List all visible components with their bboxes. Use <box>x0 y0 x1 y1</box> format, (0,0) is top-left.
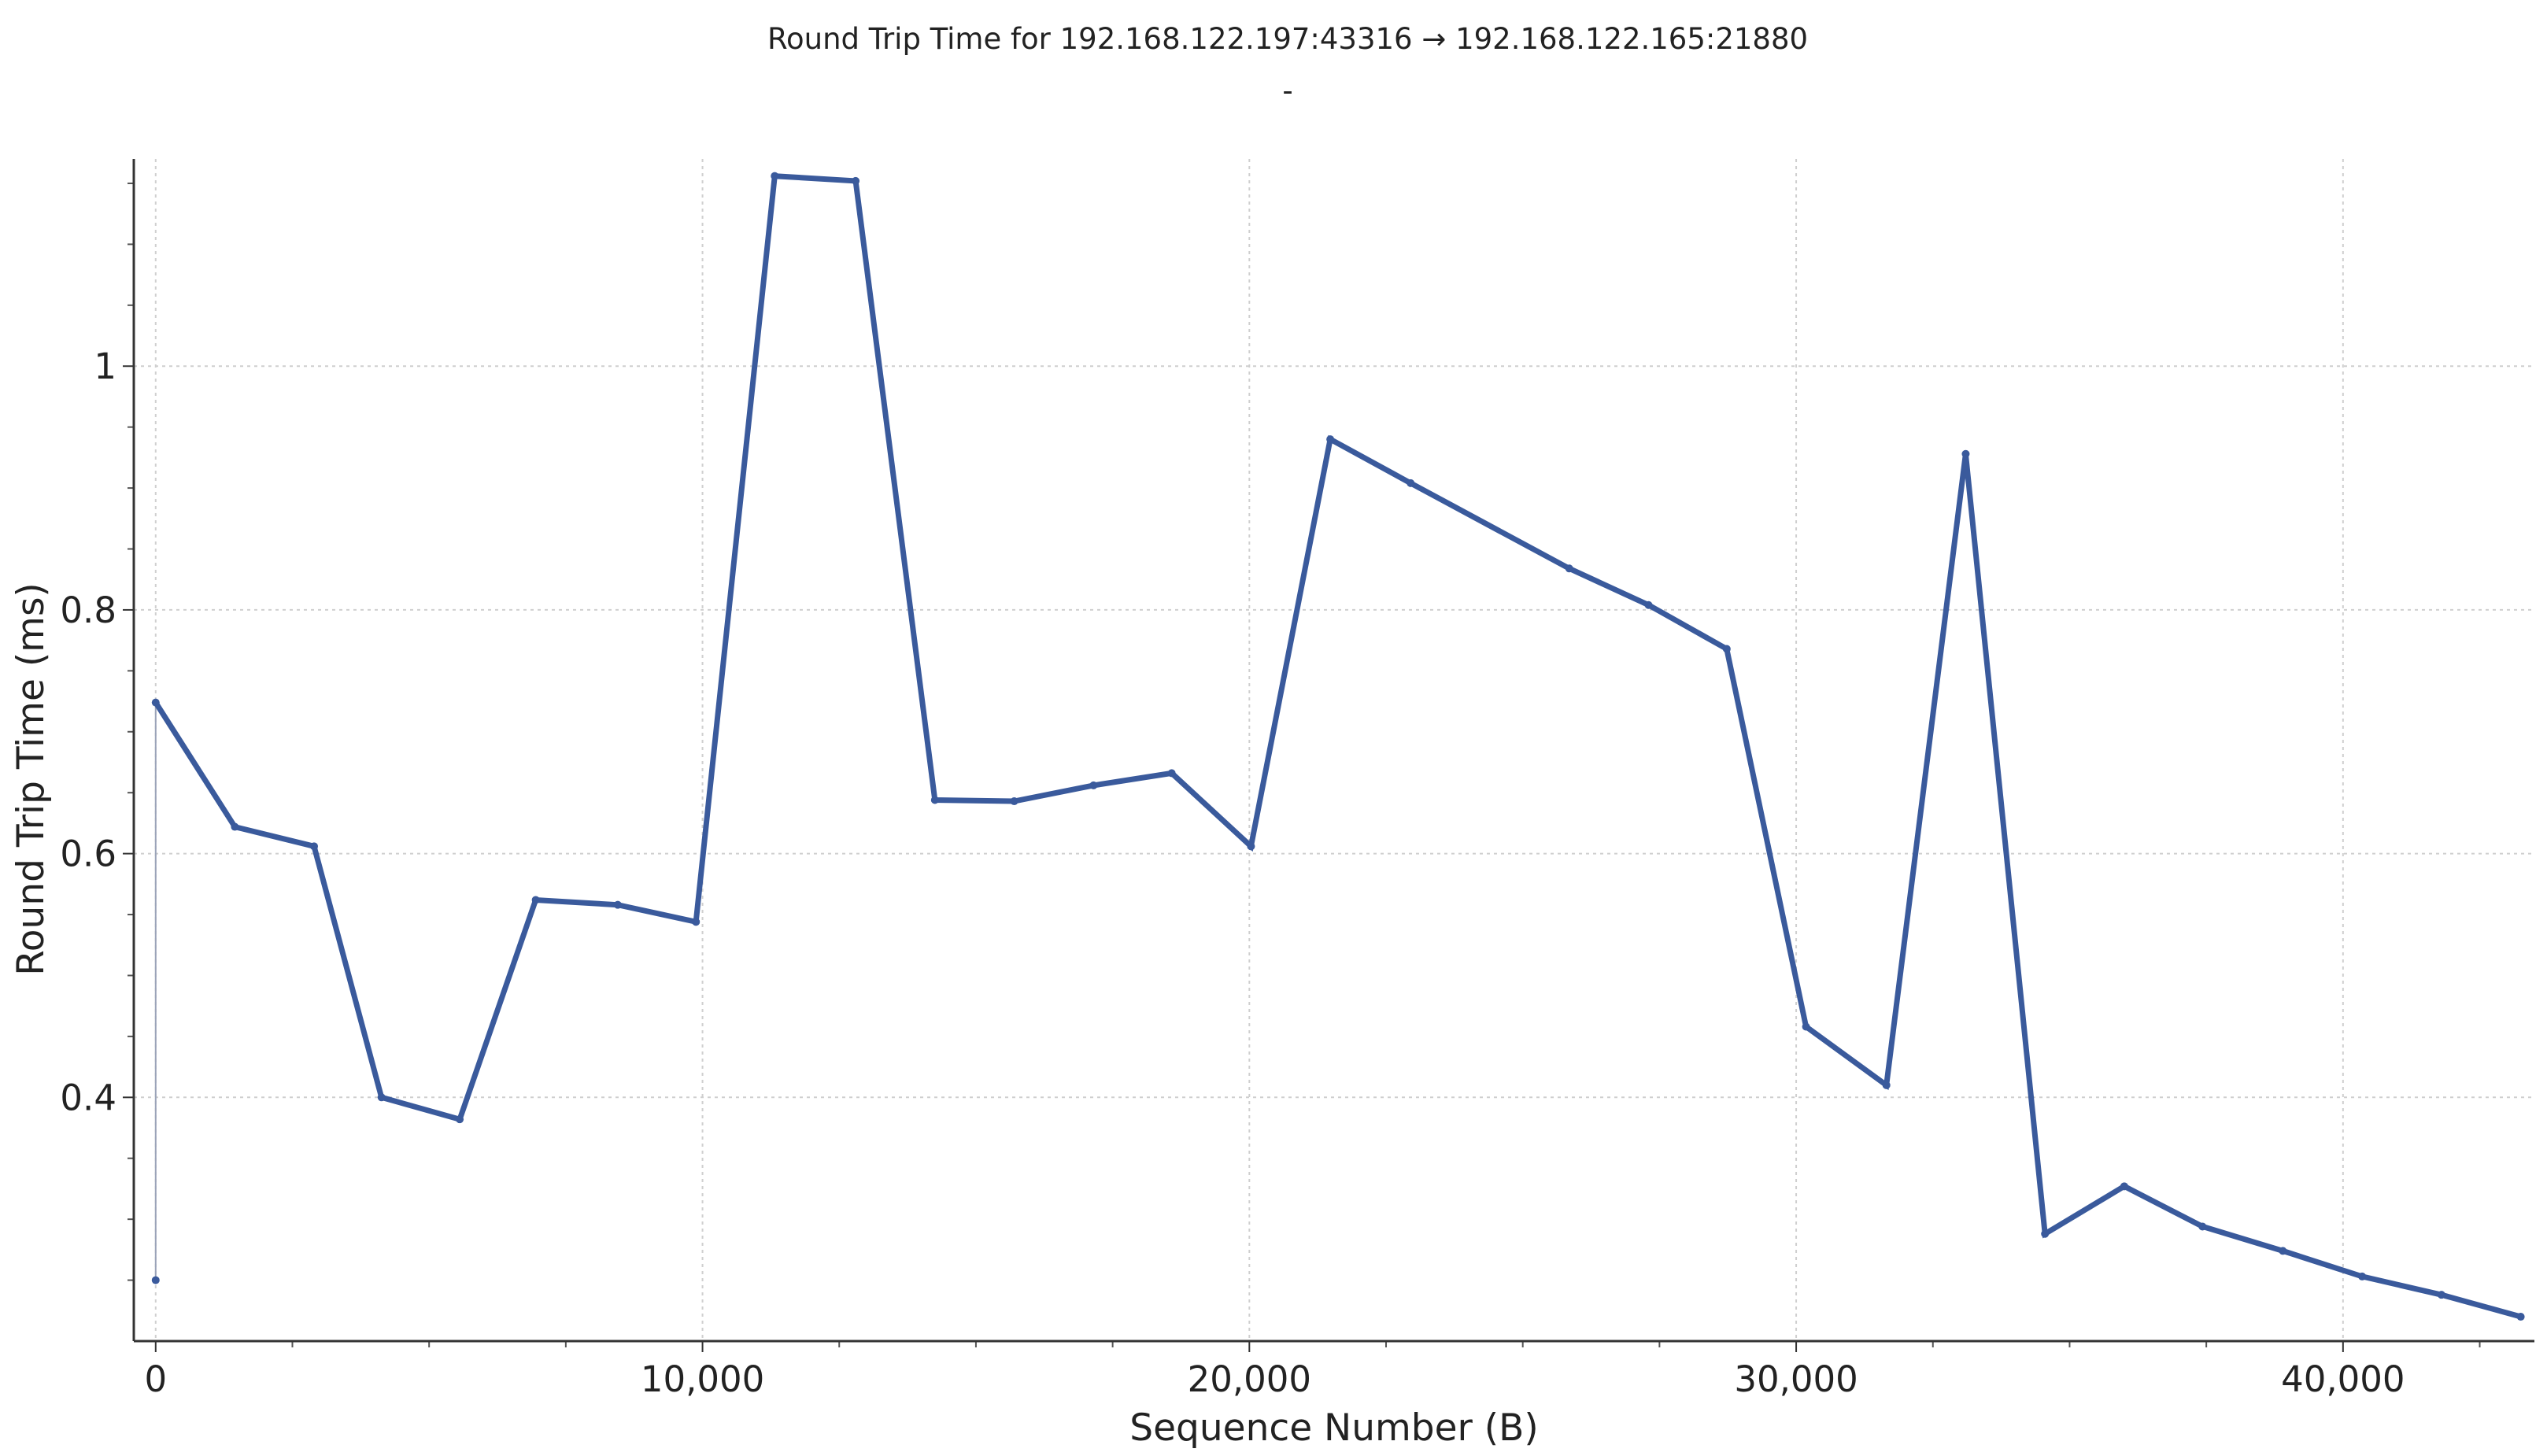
ticks-layer: 0 10,000 20,000 30,000 40,000 0.4 0.6 0.8 1 <box>60 346 2405 1400</box>
rtt-data-point <box>377 1093 386 1102</box>
series-layer <box>151 172 2525 1321</box>
rtt-data-point <box>309 842 318 851</box>
chart-title: Round Trip Time for 192.168.122.197:4331… <box>767 22 1808 56</box>
rtt-data-point <box>231 822 239 831</box>
y-tick-label: 0.8 <box>60 589 116 631</box>
rtt-data-point <box>852 176 860 185</box>
rtt-data-point <box>1010 797 1018 806</box>
y-axis-label: Round Trip Time (ms) <box>9 582 53 976</box>
rtt-data-point <box>2516 1313 2525 1321</box>
rtt-data-point <box>1326 435 1335 444</box>
rtt-data-point <box>1247 842 1255 851</box>
rtt-data-point <box>2198 1222 2207 1231</box>
rtt-data-point <box>456 1115 464 1124</box>
rtt-series-line <box>153 173 2524 1320</box>
x-tick-label: 40,000 <box>2281 1358 2405 1400</box>
grid-layer <box>134 159 2534 1341</box>
rtt-data-point <box>1644 601 1653 609</box>
y-tick-label: 0.4 <box>60 1077 116 1118</box>
rtt-data-point <box>2358 1272 2367 1280</box>
chart-subtitle: - <box>1282 74 1292 108</box>
x-axis-label: Sequence Number (B) <box>1129 1406 1538 1450</box>
rtt-data-point <box>1722 645 1731 653</box>
rtt-data-point <box>2041 1229 2050 1238</box>
rtt-data-point <box>1565 564 1573 573</box>
rtt-data-point <box>2120 1182 2128 1191</box>
rtt-data-point <box>1407 479 1415 487</box>
x-tick-label: 20,000 <box>1188 1358 1311 1400</box>
y-tick-label: 0.6 <box>60 833 116 875</box>
x-tick-label: 0 <box>144 1358 167 1400</box>
rtt-data-point <box>1802 1022 1810 1031</box>
rtt-data-point <box>1882 1081 1891 1089</box>
rtt-data-point <box>2279 1247 2287 1255</box>
rtt-data-point <box>771 172 779 180</box>
rtt-data-point <box>151 698 160 707</box>
rtt-data-point <box>531 896 540 904</box>
x-tick-label: 30,000 <box>1734 1358 1858 1400</box>
outlier-point <box>151 1276 160 1284</box>
rtt-data-point <box>1089 781 1098 789</box>
rtt-data-point <box>2437 1291 2445 1299</box>
rtt-data-point <box>692 918 701 926</box>
rtt-data-point <box>1961 449 1970 458</box>
y-tick-label: 1 <box>94 346 116 387</box>
x-tick-label: 10,000 <box>641 1358 764 1400</box>
rtt-data-point <box>930 796 939 804</box>
axes-layer <box>123 159 2534 1352</box>
rtt-data-point <box>1167 769 1176 778</box>
rtt-data-point <box>613 900 622 909</box>
